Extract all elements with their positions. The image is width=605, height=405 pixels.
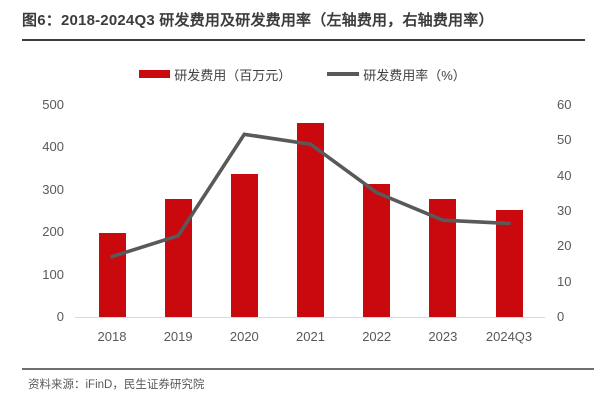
legend-label-rd-expense-ratio: 研发费用率（%） (363, 67, 466, 83)
right-axis-tick-50: 50 (557, 132, 572, 148)
bar-2022 (363, 184, 391, 317)
x-axis-label-2024Q3: 2024Q3 (485, 329, 533, 344)
x-axis-label-2018: 2018 (97, 329, 127, 344)
left-axis-tick-0: 0 (56, 309, 64, 324)
bar-2020 (230, 174, 258, 317)
x-axis-label-2019: 2019 (163, 329, 193, 344)
right-axis-tick-40: 40 (557, 167, 572, 183)
figure-title: 图6：2018-2024Q3 研发费用及研发费用率（左轴费用，右轴费用率） (22, 12, 494, 29)
legend-item-rd-expense-ratio: 研发费用率（%） (327, 65, 466, 84)
x-axis-label-2021: 2021 (296, 329, 325, 344)
line-swatch-icon (327, 72, 360, 76)
chart-legend: 研发费用（百万元） 研发费用率（%） (0, 64, 605, 84)
footer-divider (22, 368, 594, 370)
right-axis-tick-10: 10 (557, 273, 572, 289)
legend-label-rd-expense: 研发费用（百万元） (174, 67, 292, 83)
ratio-line (110, 132, 511, 259)
right-axis-tick-60: 60 (557, 97, 572, 112)
right-axis-tick-30: 30 (557, 203, 572, 218)
left-axis-tick-300: 300 (42, 181, 64, 197)
right-axis-tick-20: 20 (557, 238, 572, 254)
left-axis-tick-100: 100 (42, 266, 64, 282)
left-axis-tick-500: 500 (42, 97, 64, 112)
title-divider (22, 39, 585, 41)
source-note: 资料来源：iFinD，民生证券研究院 (28, 379, 205, 391)
plot-area (75, 105, 545, 318)
bar-swatch-icon (139, 70, 171, 78)
bar-2018 (98, 233, 126, 317)
ratio-line-series (110, 132, 511, 259)
x-axis-label-2023: 2023 (428, 329, 458, 344)
bar-2021 (297, 123, 324, 317)
right-axis-tick-0: 0 (557, 309, 565, 324)
legend-item-rd-expense: 研发费用（百万元） (139, 65, 291, 84)
left-axis-tick-200: 200 (42, 224, 64, 240)
left-axis-tick-400: 400 (42, 139, 64, 155)
x-axis-label-2020: 2020 (229, 329, 259, 344)
x-axis-label-2022: 2022 (362, 329, 392, 344)
bar-2024Q3 (495, 210, 523, 317)
